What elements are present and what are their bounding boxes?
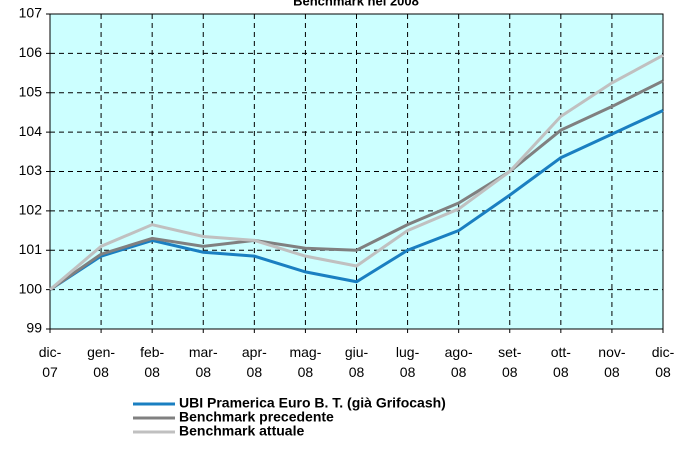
legend-label: Benchmark attuale: [179, 423, 304, 439]
x-tick-label: mag-08: [289, 344, 322, 380]
x-tick-label: nov-08: [598, 344, 626, 380]
y-tick-label: 99: [26, 320, 42, 336]
x-tick-label: mar-08: [188, 344, 218, 380]
line-series: [49, 79, 664, 291]
x-tick-label: giu-08: [344, 344, 369, 380]
x-tick-label: dic-08: [651, 344, 675, 380]
chart-title: Benchmark nel 2008: [293, 0, 419, 8]
y-tick-label: 105: [19, 83, 43, 99]
y-tick-label: 103: [19, 162, 43, 178]
x-tick-label: ago-08: [444, 344, 473, 380]
x-tick-label: dic-07: [38, 344, 62, 380]
x-tick-label: apr-08: [241, 344, 267, 380]
x-tick-label: gen-08: [87, 344, 116, 380]
y-tick-label: 101: [19, 241, 43, 257]
x-tick-label: set-08: [498, 344, 522, 380]
line-series: [49, 109, 664, 291]
x-tick-label: feb-08: [140, 344, 165, 380]
legend-label: Benchmark precedente: [179, 409, 334, 425]
x-tick-label: lug-08: [395, 344, 420, 380]
plot-border: [49, 13, 664, 330]
legend-label: UBI Pramerica Euro B. T. (già Grifocash): [179, 395, 446, 411]
y-tick-label: 106: [19, 44, 43, 60]
y-tick-label: 100: [19, 280, 43, 296]
line-series: [49, 54, 664, 291]
x-tick-label: ott-08: [550, 344, 571, 380]
y-tick-label: 104: [19, 123, 43, 139]
y-tick-label: 102: [19, 202, 43, 218]
y-tick-label: 107: [19, 5, 43, 21]
